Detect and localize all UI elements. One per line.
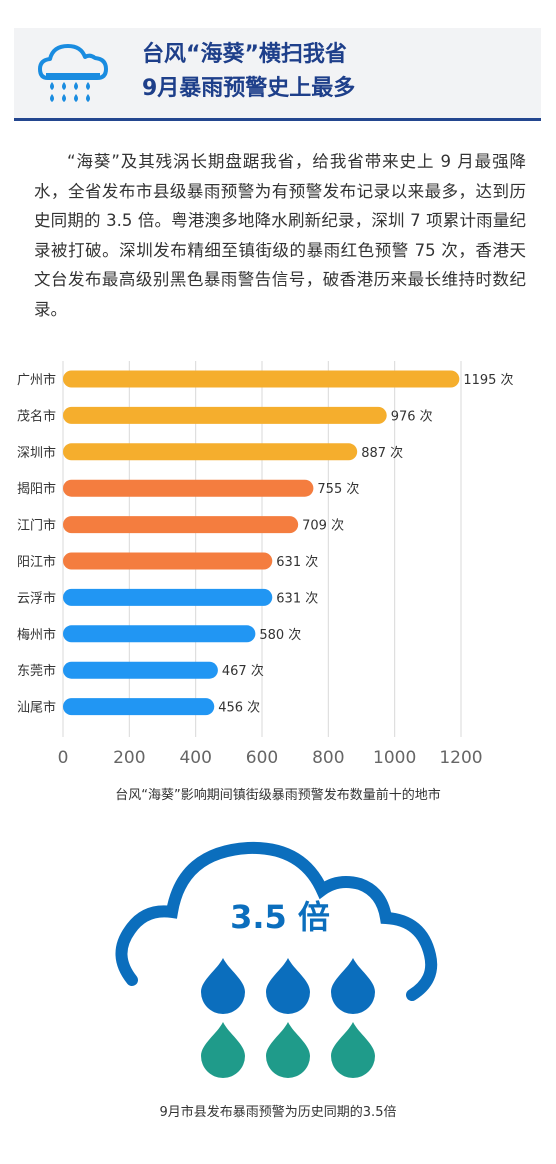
bar — [63, 698, 215, 716]
bar — [63, 370, 460, 388]
bar — [63, 661, 218, 679]
data-label: 580 次 — [259, 627, 301, 643]
title-line-1: 台风“海葵”横扫我省 — [142, 42, 347, 67]
chart-caption: 台风“海葵”影响期间镇街级暴雨预警发布数量前十的地市 — [115, 788, 441, 803]
raindrop-icon — [201, 1022, 245, 1078]
x-tick-label: 800 — [312, 748, 344, 768]
data-label: 631 次 — [276, 554, 318, 570]
x-tick-label: 200 — [113, 748, 145, 768]
page-title: 台风“海葵”横扫我省 9月暴雨预警史上最多 — [142, 38, 355, 106]
data-label: 709 次 — [302, 518, 344, 534]
raindrop-icon — [266, 958, 310, 1014]
header-banner: 台风“海葵”横扫我省 9月暴雨预警史上最多 — [14, 28, 541, 118]
data-label: 1195 次 — [463, 372, 513, 388]
rain-cloud-infographic: 3.5 倍 — [115, 841, 438, 1078]
x-tick-label: 0 — [58, 748, 69, 768]
data-label: 456 次 — [218, 700, 260, 716]
category-label: 云浮市 — [17, 590, 56, 606]
category-label: 深圳市 — [17, 445, 56, 461]
raindrop-icon — [331, 1022, 375, 1078]
data-label: 755 次 — [317, 481, 359, 497]
data-label: 467 次 — [222, 663, 264, 679]
intro-paragraph: “海葵”及其残涡长期盘踞我省，给我省带来史上 9 月最强降水，全省发布市县级暴雨… — [34, 152, 526, 319]
raindrop-icon — [201, 958, 245, 1014]
raindrop-icon — [331, 958, 375, 1014]
bar — [63, 479, 314, 497]
bar — [63, 552, 273, 570]
category-label: 阳江市 — [17, 554, 56, 570]
category-label: 广州市 — [17, 372, 56, 388]
cloud-outline-icon — [115, 841, 438, 1001]
x-tick-label: 1000 — [373, 748, 416, 768]
title-line-2: 9月暴雨预警史上最多 — [142, 76, 356, 101]
x-tick-label: 1200 — [439, 748, 482, 768]
category-label: 江门市 — [17, 518, 56, 534]
data-label: 887 次 — [361, 445, 403, 461]
infographic-caption: 9月市县发布暴雨预警为历史同期的3.5倍 — [159, 1105, 397, 1120]
data-label: 976 次 — [391, 408, 433, 424]
multiplier-value: 3.5 倍 — [230, 898, 330, 936]
bar — [63, 625, 256, 643]
bar — [63, 516, 299, 534]
category-label: 揭阳市 — [17, 481, 56, 497]
category-label: 梅州市 — [17, 627, 56, 643]
x-tick-label: 600 — [246, 748, 278, 768]
bar — [63, 406, 387, 424]
x-tick-label: 400 — [179, 748, 211, 768]
raindrop-icon — [266, 1022, 310, 1078]
bar — [63, 588, 273, 606]
category-label: 茂名市 — [17, 408, 56, 424]
category-label: 东莞市 — [17, 663, 56, 679]
data-label: 631 次 — [276, 590, 318, 606]
bar — [63, 443, 358, 461]
category-label: 汕尾市 — [17, 700, 56, 716]
rain-cloud-icon — [38, 44, 108, 102]
